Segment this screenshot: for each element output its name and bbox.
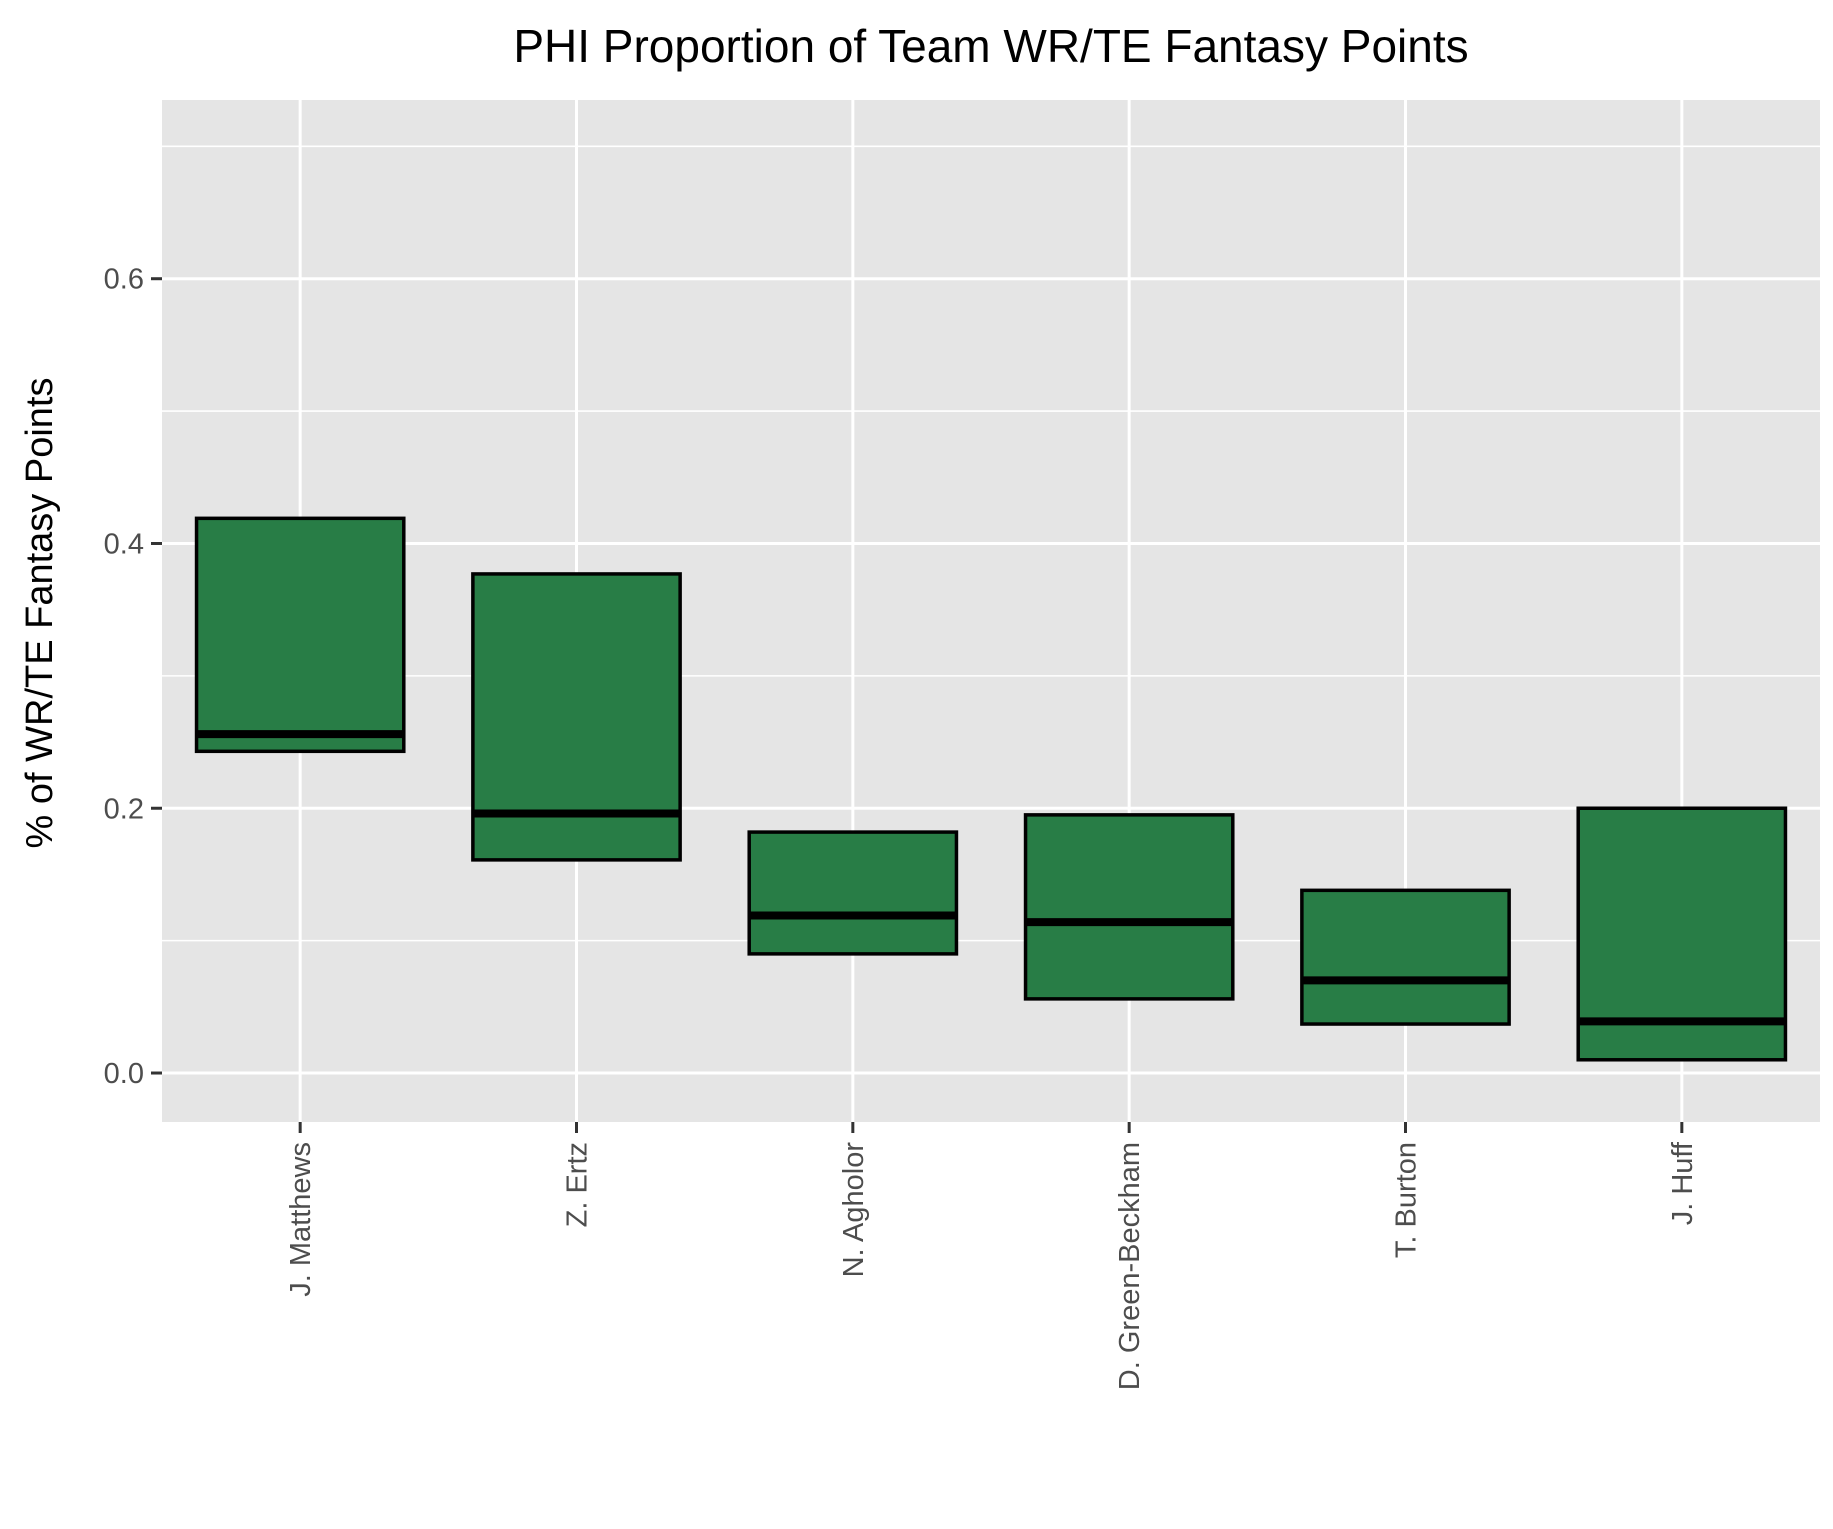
chart-title: PHI Proportion of Team WR/TE Fantasy Poi… (513, 20, 1468, 72)
box (1300, 888, 1511, 1026)
axes: 0.0 0.2 0.4 0.6 J. Matthews Z. Ertz N. Agholor… (104, 264, 1699, 1390)
x-tick-label: T. Burton (1391, 1142, 1423, 1258)
x-tick-label: J. Huff (1667, 1141, 1699, 1225)
box (747, 830, 959, 956)
box (194, 516, 406, 754)
y-axis-label: % of WR/TE Fantasy Points (19, 378, 61, 849)
y-tick-label: 0.4 (104, 528, 144, 560)
y-tick-label: 0.6 (104, 264, 144, 296)
box (1023, 813, 1235, 1001)
x-tick-label: N. Agholor (838, 1142, 870, 1278)
y-tick-label: 0.2 (104, 793, 144, 825)
x-tick-label: Z. Ertz (562, 1142, 594, 1227)
plot-panel (162, 100, 1820, 1122)
y-tick-label: 0.0 (104, 1058, 144, 1090)
boxes (194, 516, 1788, 1062)
x-tick-label: D. Green-Beckham (1114, 1142, 1146, 1390)
x-tick-label: J. Matthews (285, 1142, 317, 1297)
